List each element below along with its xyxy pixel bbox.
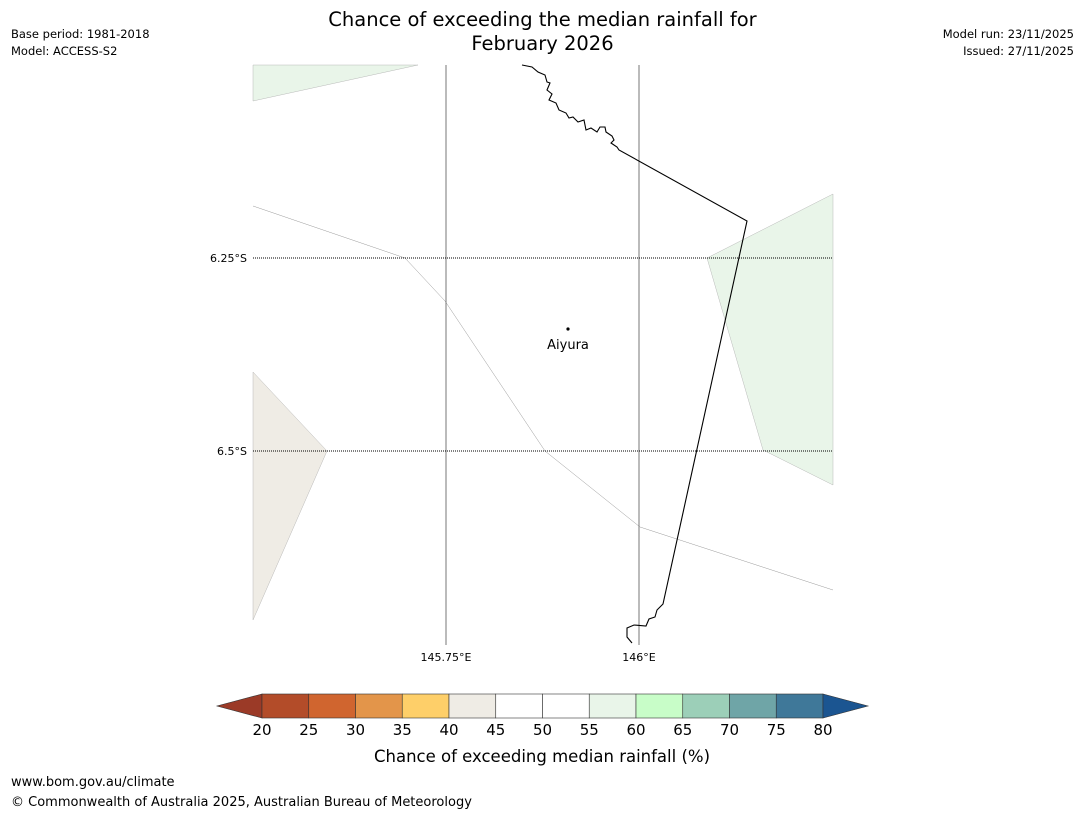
lat-label: 6.25°S [210, 252, 247, 265]
wetter-region-north [252, 64, 419, 102]
footer-copyright: © Commonwealth of Australia 2025, Austra… [11, 795, 472, 810]
colorbar-segment [401, 693, 450, 719]
meta-right: Model run: 23/11/2025 Issued: 27/11/2025 [943, 26, 1074, 60]
page-title: Chance of exceeding the median rainfall … [0, 8, 1085, 56]
colorbar-under-extension [215, 693, 263, 719]
colorbar-tick-label: 45 [486, 721, 505, 739]
meta-left: Base period: 1981-2018 Model: ACCESS-S2 [11, 26, 150, 60]
colorbar-segment [588, 693, 637, 719]
colorbar-tick-label: 75 [767, 721, 786, 739]
colorbar-tick-label: 35 [393, 721, 412, 739]
lon-label: 145.75°E [421, 651, 472, 664]
title-line-1: Chance of exceeding the median rainfall … [328, 8, 757, 31]
title-line-2: February 2026 [471, 32, 614, 55]
base-period: Base period: 1981-2018 [11, 27, 150, 41]
colorbar-segment [261, 693, 310, 719]
colorbar-segment [495, 693, 543, 719]
lon-label: 146°E [622, 651, 655, 664]
issued-date: Issued: 27/11/2025 [963, 44, 1074, 58]
colorbar-tick-label: 60 [626, 721, 645, 739]
drier-region-west [252, 371, 328, 621]
footer-url: www.bom.gov.au/climate [11, 775, 175, 790]
colorbar-tick-label: 40 [439, 721, 458, 739]
lat-label: 6.5°S [217, 445, 247, 458]
colorbar-segment [542, 693, 590, 719]
colorbar-tick-label: 55 [580, 721, 599, 739]
colorbar-tick-label: 25 [299, 721, 318, 739]
colorbar-segment [775, 693, 824, 719]
colorbar: 20 25 30 35 40 45 50 55 60 65 70 75 80 [215, 693, 870, 739]
coastline [521, 64, 748, 644]
colorbar-segment [355, 693, 403, 719]
model-name: Model: ACCESS-S2 [11, 44, 118, 58]
colorbar-tick-label: 65 [673, 721, 692, 739]
colorbar-segment [635, 693, 684, 719]
colorbar-tick-label: 20 [252, 721, 271, 739]
model-run: Model run: 23/11/2025 [942, 27, 1074, 41]
wetter-region-east [706, 193, 834, 486]
colorbar-tick-label: 50 [533, 721, 552, 739]
colorbar-tick-label: 30 [346, 721, 365, 739]
colorbar-segment [448, 693, 497, 719]
place-label: Aiyura [547, 338, 589, 353]
colorbar-segment [682, 693, 730, 719]
colorbar-segment [308, 693, 356, 719]
colorbar-label: Chance of exceeding median rainfall (%) [374, 747, 710, 766]
colorbar-over-extension [822, 693, 870, 719]
colorbar-tick-label: 70 [720, 721, 739, 739]
region-boundary-line [252, 205, 834, 591]
aiyura-marker [566, 327, 570, 331]
colorbar-tick-label: 80 [813, 721, 832, 739]
colorbar-segment [729, 693, 777, 719]
